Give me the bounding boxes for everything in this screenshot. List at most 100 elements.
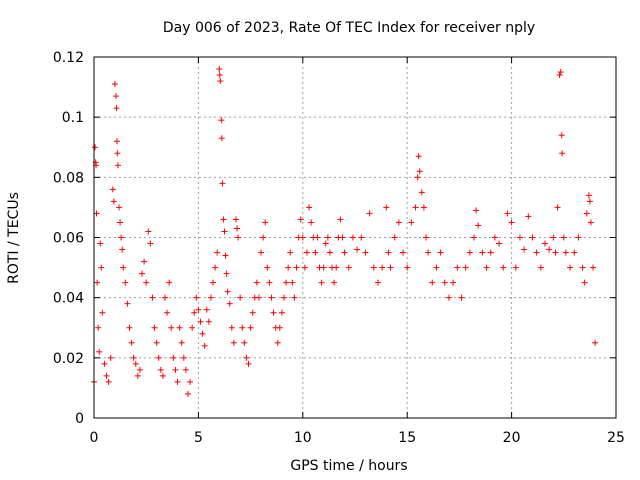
data-point (96, 348, 103, 355)
data-point (216, 72, 223, 79)
data-point (255, 294, 262, 301)
data-point (270, 309, 277, 316)
data-point (556, 72, 563, 79)
data-point (145, 228, 152, 235)
data-point (170, 354, 177, 361)
y-tick-label: 0.02 (53, 351, 84, 367)
data-point (322, 240, 329, 247)
data-point (324, 234, 331, 241)
data-point (226, 300, 233, 307)
data-point (268, 294, 275, 301)
data-point (404, 264, 411, 271)
data-point (560, 234, 567, 241)
data-point (581, 279, 588, 286)
data-point (201, 342, 208, 349)
axis-tick-labels: 0 5 10 15 20 25 0 0.02 0.04 0.06 0.08 0.1 0.12 (53, 50, 625, 446)
data-point (203, 306, 210, 313)
data-point (237, 294, 244, 301)
data-point (587, 219, 594, 226)
data-point (182, 366, 189, 373)
data-point (174, 378, 181, 385)
data-point (93, 210, 100, 217)
data-point (306, 204, 313, 211)
data-point (425, 249, 432, 256)
data-point (157, 366, 164, 373)
data-point (414, 174, 421, 181)
data-point (249, 309, 256, 316)
data-point (314, 234, 321, 241)
data-point (575, 234, 582, 241)
data-point (491, 234, 498, 241)
y-axis-label: ROTI / TECUs (6, 192, 22, 284)
data-point (98, 264, 105, 271)
data-point (232, 216, 239, 223)
data-point (147, 240, 154, 247)
data-point (221, 228, 228, 235)
data-point (168, 324, 175, 331)
data-point (395, 219, 402, 226)
data-point (366, 210, 373, 217)
data-point (586, 198, 593, 205)
data-point (354, 246, 361, 253)
data-point (525, 213, 532, 220)
data-point (219, 180, 226, 187)
data-point (193, 294, 200, 301)
data-point (339, 234, 346, 241)
data-point (558, 132, 565, 139)
data-point (418, 189, 425, 196)
data-point (223, 270, 230, 277)
data-point (289, 279, 296, 286)
data-point (128, 339, 135, 346)
data-point (345, 264, 352, 271)
data-point (331, 279, 338, 286)
data-point (462, 264, 469, 271)
data-point (187, 378, 194, 385)
data-point (542, 240, 549, 247)
data-point (475, 222, 482, 229)
data-point (550, 234, 557, 241)
data-point (214, 249, 221, 256)
data-point (562, 249, 569, 256)
data-point (247, 324, 254, 331)
data-point (318, 279, 325, 286)
data-point (537, 264, 544, 271)
data-point (283, 279, 290, 286)
data-point (124, 300, 131, 307)
data-point (241, 339, 248, 346)
data-point (97, 240, 104, 247)
data-point (195, 306, 202, 313)
data-point (159, 372, 166, 379)
data-point (567, 264, 574, 271)
data-point (161, 294, 168, 301)
data-point (297, 216, 304, 223)
data-point (266, 279, 273, 286)
axis-ticks (93, 56, 617, 419)
data-point (220, 216, 227, 223)
x-tick-label: 15 (398, 430, 416, 446)
data-point (218, 135, 225, 142)
data-point (143, 279, 150, 286)
data-point (113, 105, 120, 112)
y-tick-label: 0.06 (53, 231, 84, 247)
data-point (228, 324, 235, 331)
x-tick-label: 5 (194, 430, 203, 446)
data-point (212, 264, 219, 271)
data-point (571, 249, 578, 256)
data-point (141, 258, 148, 265)
data-point (230, 339, 237, 346)
data-point (136, 366, 143, 373)
data-point (433, 264, 440, 271)
data-point (235, 234, 242, 241)
data-point (260, 234, 267, 241)
data-point (176, 324, 183, 331)
data-point (504, 210, 511, 217)
data-point (533, 249, 540, 256)
data-point (585, 192, 592, 199)
data-point (391, 234, 398, 241)
data-point (114, 150, 121, 157)
data-point (118, 234, 125, 241)
x-tick-label: 25 (607, 430, 625, 446)
chart-title: Day 006 of 2023, Rate Of TEC Index for r… (163, 20, 535, 36)
